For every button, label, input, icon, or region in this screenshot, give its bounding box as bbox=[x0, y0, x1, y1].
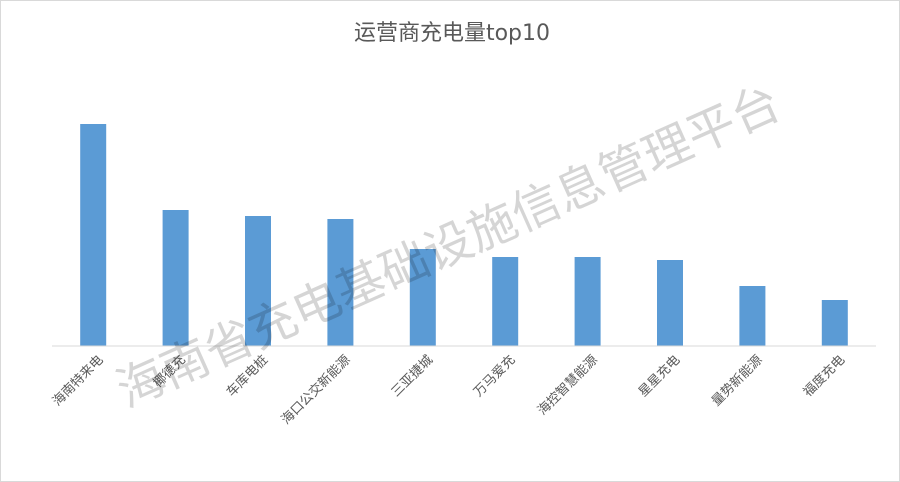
bar bbox=[409, 249, 436, 346]
bar bbox=[162, 210, 189, 346]
bar bbox=[574, 257, 601, 346]
chart-title: 运营商充电量top10 bbox=[354, 21, 550, 46]
bar bbox=[739, 286, 766, 346]
bar bbox=[657, 260, 683, 346]
bar bbox=[245, 216, 271, 346]
bar bbox=[327, 219, 354, 346]
bar bbox=[492, 257, 519, 346]
bar bbox=[821, 300, 848, 346]
bar bbox=[80, 124, 107, 346]
